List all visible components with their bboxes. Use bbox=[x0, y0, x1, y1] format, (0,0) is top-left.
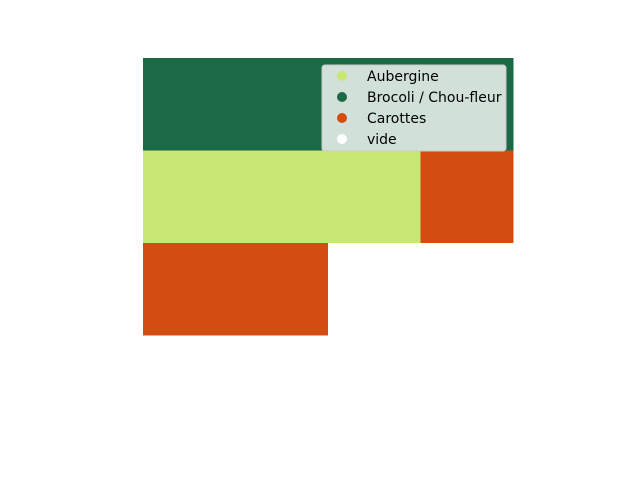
legend-item-2: Carottes bbox=[337, 111, 426, 127]
legend: Aubergine Brocoli / Chou-fleur Carottes vid… bbox=[321, 64, 507, 152]
heatmap-cell-r3-c5 bbox=[374, 335, 421, 429]
heatmap-cell-r3-c1 bbox=[189, 335, 236, 429]
legend-item-3: vide bbox=[337, 132, 397, 148]
heatmap-cell-r0-c3 bbox=[281, 58, 329, 151]
heatmap-cell-r3-c7 bbox=[466, 335, 514, 429]
heatmap-cell-r1-c7 bbox=[466, 150, 514, 244]
legend-marker bbox=[337, 92, 347, 102]
legend-label: Brocoli / Chou-fleur bbox=[367, 90, 502, 106]
heatmap-cell-r2-c5 bbox=[374, 243, 421, 336]
heatmap-cell-r2-c6 bbox=[420, 243, 468, 336]
legend-marker bbox=[337, 113, 347, 123]
heatmap-cell-r3-c6 bbox=[420, 335, 468, 429]
heatmap-cell-r3-c0 bbox=[143, 335, 190, 429]
heatmap-cell-r1-c2 bbox=[235, 150, 283, 244]
legend-box bbox=[321, 64, 507, 152]
heatmap-cell-r1-c3 bbox=[281, 150, 329, 244]
legend-item-0: Aubergine bbox=[337, 69, 439, 85]
heatmap-cell-r1-c6 bbox=[420, 150, 468, 244]
legend-label: vide bbox=[367, 132, 397, 148]
legend-item-1: Brocoli / Chou-fleur bbox=[337, 90, 502, 106]
heatmap-cell-r1-c1 bbox=[189, 150, 236, 244]
heatmap-cell-r1-c5 bbox=[374, 150, 421, 244]
heatmap-cell-r1-c0 bbox=[143, 150, 190, 244]
heatmap-cell-r3-c3 bbox=[281, 335, 329, 429]
heatmap-cell-r3-c2 bbox=[235, 335, 283, 429]
heatmap-cell-r1-c4 bbox=[328, 150, 375, 244]
legend-items: Aubergine Brocoli / Chou-fleur Carottes vid… bbox=[337, 69, 502, 148]
heatmap-cell-r2-c4 bbox=[328, 243, 375, 336]
heatmap-cell-r2-c0 bbox=[143, 243, 190, 336]
heatmap-cell-r2-c2 bbox=[235, 243, 283, 336]
heatmap-cell-r2-c7 bbox=[466, 243, 514, 336]
heatmap-cell-r2-c1 bbox=[189, 243, 236, 336]
heatmap-cell-r3-c4 bbox=[328, 335, 375, 429]
legend-marker bbox=[337, 134, 347, 144]
heatmap-cell-r0-c1 bbox=[189, 58, 236, 151]
legend-label: Aubergine bbox=[367, 69, 439, 85]
legend-label: Carottes bbox=[367, 111, 426, 127]
legend-marker bbox=[337, 71, 347, 81]
heatmap-cell-r0-c0 bbox=[143, 58, 190, 151]
heatmap-cell-r0-c2 bbox=[235, 58, 283, 151]
heatmap-cell-r2-c3 bbox=[281, 243, 329, 336]
